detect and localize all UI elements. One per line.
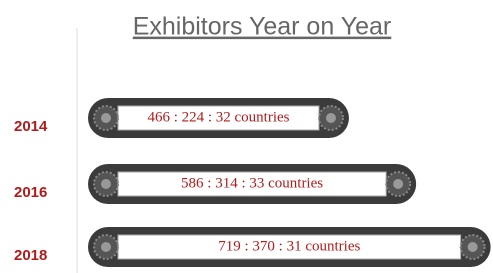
y-tick-label: 2014 (14, 118, 48, 135)
gear (94, 172, 118, 196)
gear-inner (326, 113, 336, 123)
gear (94, 106, 118, 130)
gear-inner (101, 113, 111, 123)
gear (319, 106, 343, 130)
value-label: 466 : 224 : 32 countries (147, 109, 289, 125)
y-tick-label: 2016 (14, 184, 47, 201)
gear (461, 235, 485, 259)
chart-title: Exhibitors Year on Year (133, 13, 392, 41)
gear-inner (393, 179, 403, 189)
value-label: 719 : 370 : 31 countries (218, 238, 360, 254)
gear-inner (101, 242, 111, 252)
gear (386, 172, 410, 196)
gear-inner (101, 179, 111, 189)
value-label: 586 : 314 : 33 countries (181, 175, 323, 191)
gear (94, 235, 118, 259)
chart: Exhibitors Year on Year 2014 466 : 224 : … (0, 0, 493, 273)
y-tick-label: 2018 (14, 247, 47, 264)
page: Exhibitors Year on Year 2014 466 : 224 : … (0, 0, 493, 273)
gear-inner (468, 242, 478, 252)
